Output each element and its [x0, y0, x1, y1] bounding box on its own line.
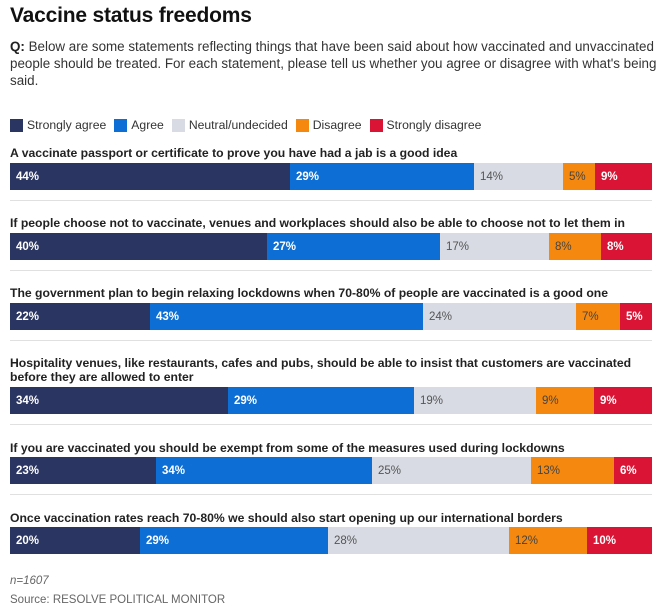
- bar-segment: 20%: [10, 527, 140, 554]
- data-label: 9%: [600, 394, 617, 407]
- stacked-bar: 22% 43% 24% 7% 5%: [10, 303, 652, 330]
- question-text: Q: Below are some statements reflecting …: [10, 38, 660, 89]
- data-label: 34%: [16, 394, 40, 407]
- stacked-bar: 40% 27% 17% 8% 8%: [10, 233, 652, 260]
- legend-label: Disagree: [312, 118, 362, 132]
- bar-segment: 34%: [10, 387, 228, 414]
- legend-item: Neutral/undecided: [171, 118, 288, 132]
- bar-segment: 22%: [10, 303, 150, 330]
- legend-label: Strongly agree: [27, 118, 107, 132]
- data-label: 29%: [234, 394, 258, 407]
- row-divider: [10, 200, 652, 201]
- legend-swatch: [10, 118, 23, 132]
- row-divider: [10, 270, 652, 271]
- bar-segment: 29%: [228, 387, 414, 414]
- data-label: 6%: [620, 464, 637, 477]
- legend-swatch: [114, 118, 128, 132]
- data-label: 25%: [378, 464, 402, 477]
- stacked-bar: 20% 29% 28% 12% 10%: [10, 527, 652, 554]
- bar-segment: 8%: [601, 233, 652, 260]
- legend-label: Agree: [131, 118, 164, 132]
- source-note: Source: RESOLVE POLITICAL MONITOR: [10, 594, 226, 606]
- stacked-bar: 23% 34% 25% 13% 6%: [10, 457, 652, 484]
- data-label: 10%: [593, 534, 617, 547]
- legend-label: Strongly disagree: [386, 118, 482, 132]
- bar-segment: 12%: [509, 527, 587, 554]
- statement-label: Hospitality venues, like restaurants, ca…: [10, 356, 632, 384]
- data-label: 24%: [429, 310, 453, 323]
- statement-label: Once vaccination rates reach 70-80% we s…: [10, 511, 563, 525]
- row-divider: [10, 340, 652, 341]
- data-label: 7%: [582, 310, 599, 323]
- data-label: 9%: [542, 394, 559, 407]
- data-label: 9%: [601, 170, 618, 183]
- bar-segment: 10%: [587, 527, 652, 554]
- sample-size-note: n=1607: [10, 575, 49, 587]
- legend-item: Strongly agree: [10, 118, 106, 132]
- bar-segment: 29%: [140, 527, 328, 554]
- bar-segment: 40%: [10, 233, 267, 260]
- bar-segment: 28%: [328, 527, 509, 554]
- data-label: 14%: [480, 170, 504, 183]
- statement-label: If people choose not to vaccinate, venue…: [10, 216, 625, 230]
- data-label: 29%: [146, 534, 170, 547]
- data-label: 43%: [156, 310, 180, 323]
- legend-label: Neutral/undecided: [188, 118, 288, 132]
- statement-label: The government plan to begin relaxing lo…: [10, 286, 608, 300]
- data-label: 20%: [16, 534, 40, 547]
- bar-segment: 14%: [474, 163, 563, 190]
- data-label: 5%: [626, 310, 643, 323]
- bar-segment: 19%: [414, 387, 536, 414]
- row-divider: [10, 494, 652, 495]
- bar-segment: 43%: [150, 303, 423, 330]
- data-label: 29%: [296, 170, 320, 183]
- question-prefix: Q:: [10, 39, 25, 54]
- bar-segment: 29%: [290, 163, 474, 190]
- data-label: 17%: [446, 240, 470, 253]
- stacked-bar: 34% 29% 19% 9% 9%: [10, 387, 652, 414]
- bar-segment: 17%: [440, 233, 549, 260]
- bar-segment: 5%: [563, 163, 595, 190]
- bar-segment: 23%: [10, 457, 156, 484]
- bar-segment: 9%: [595, 163, 652, 190]
- legend: Strongly agree Agree Neutral/undecided Disa…: [10, 118, 489, 132]
- bar-segment: 5%: [620, 303, 652, 330]
- bar-segment: 9%: [594, 387, 652, 414]
- data-label: 12%: [515, 534, 539, 547]
- data-label: 22%: [16, 310, 40, 323]
- data-label: 44%: [16, 170, 40, 183]
- legend-item: Disagree: [295, 118, 362, 132]
- legend-swatch: [171, 118, 185, 132]
- bar-segment: 24%: [423, 303, 576, 330]
- legend-item: Strongly disagree: [369, 118, 482, 132]
- bar-segment: 9%: [536, 387, 594, 414]
- bar-segment: 27%: [267, 233, 440, 260]
- data-label: 40%: [16, 240, 40, 253]
- bar-segment: 7%: [576, 303, 620, 330]
- stacked-bar: 44% 29% 14% 5% 9%: [10, 163, 652, 190]
- chart-title: Vaccine status freedoms: [10, 4, 252, 27]
- statement-label: A vaccinate passport or certificate to p…: [10, 146, 458, 160]
- bar-segment: 34%: [156, 457, 372, 484]
- data-label: 28%: [334, 534, 358, 547]
- data-label: 8%: [607, 240, 624, 253]
- data-label: 8%: [555, 240, 572, 253]
- statement-label: If you are vaccinated you should be exem…: [10, 441, 565, 455]
- legend-item: Agree: [114, 118, 164, 132]
- bar-segment: 25%: [372, 457, 531, 484]
- legend-swatch: [369, 118, 383, 132]
- bar-segment: 6%: [614, 457, 652, 484]
- row-divider: [10, 424, 652, 425]
- data-label: 5%: [569, 170, 586, 183]
- bar-segment: 8%: [549, 233, 601, 260]
- data-label: 34%: [162, 464, 186, 477]
- legend-swatch: [295, 118, 309, 132]
- data-label: 13%: [537, 464, 561, 477]
- data-label: 23%: [16, 464, 40, 477]
- bar-segment: 13%: [531, 457, 614, 484]
- data-label: 27%: [273, 240, 297, 253]
- bar-segment: 44%: [10, 163, 290, 190]
- question-body: Below are some statements reflecting thi…: [10, 39, 657, 88]
- data-label: 19%: [420, 394, 444, 407]
